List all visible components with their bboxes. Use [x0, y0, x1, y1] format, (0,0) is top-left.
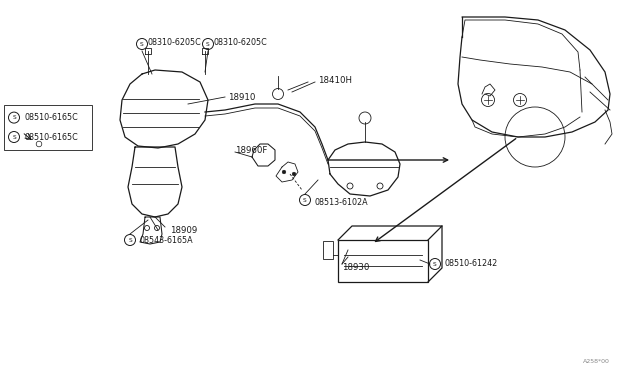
Text: 08510-61242: 08510-61242: [445, 260, 499, 269]
Text: 18930: 18930: [342, 263, 369, 272]
Text: 08510-6165C: 08510-6165C: [24, 132, 77, 141]
Text: 18909: 18909: [170, 225, 197, 234]
Text: 18410H: 18410H: [318, 76, 352, 84]
Text: S: S: [140, 42, 144, 46]
Text: 08310-6205C: 08310-6205C: [148, 38, 202, 46]
Text: A258*00: A258*00: [583, 359, 610, 364]
Text: 08543-6165A: 08543-6165A: [140, 235, 194, 244]
Text: 08510-6165C: 08510-6165C: [24, 113, 77, 122]
Text: S: S: [433, 262, 437, 266]
Text: S: S: [12, 135, 16, 140]
Text: 18960F: 18960F: [235, 145, 268, 154]
Bar: [338, 240, 428, 282]
Bar: [323, 241, 333, 259]
Bar: [4, 105, 92, 150]
Circle shape: [292, 172, 296, 176]
Text: S: S: [303, 198, 307, 202]
Text: S: S: [206, 42, 210, 46]
Text: 08310-6205C: 08310-6205C: [214, 38, 268, 46]
Text: 08513-6102A: 08513-6102A: [315, 198, 369, 206]
Circle shape: [282, 170, 286, 174]
Text: 18910: 18910: [228, 93, 255, 102]
Text: S: S: [12, 115, 16, 120]
Text: S: S: [128, 237, 132, 243]
